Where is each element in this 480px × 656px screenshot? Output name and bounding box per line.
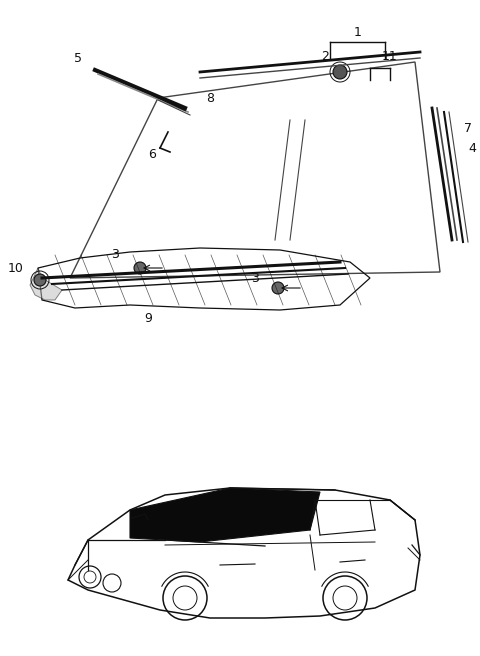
- Polygon shape: [130, 488, 320, 542]
- Text: 6: 6: [148, 148, 156, 161]
- Text: 1: 1: [354, 26, 362, 39]
- Circle shape: [34, 274, 46, 286]
- Polygon shape: [30, 268, 62, 300]
- Circle shape: [333, 65, 347, 79]
- Text: 9: 9: [144, 312, 152, 325]
- Text: 8: 8: [206, 91, 214, 104]
- Text: 5: 5: [74, 52, 82, 64]
- Text: 4: 4: [468, 142, 476, 155]
- Text: 3: 3: [111, 249, 119, 262]
- Circle shape: [272, 282, 284, 294]
- Circle shape: [134, 262, 146, 274]
- Text: 7: 7: [464, 121, 472, 134]
- Text: 2: 2: [321, 49, 329, 62]
- Text: 10: 10: [8, 262, 24, 274]
- Text: 3: 3: [251, 272, 259, 285]
- Text: 11: 11: [382, 49, 398, 62]
